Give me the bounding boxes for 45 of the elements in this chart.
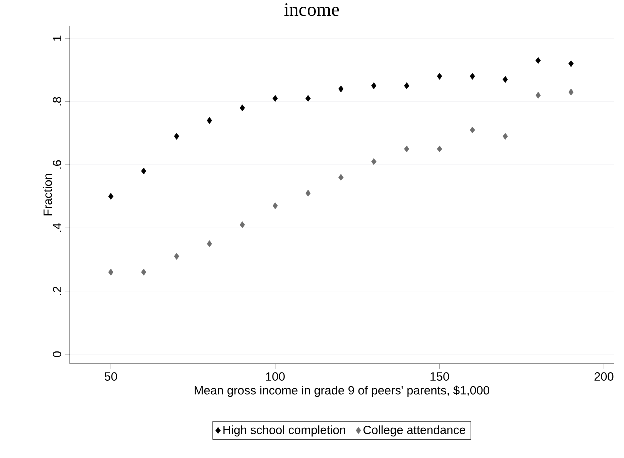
point	[272, 95, 278, 102]
point	[141, 268, 147, 276]
x-tick-label: 100	[266, 372, 285, 381]
point	[536, 92, 542, 99]
point	[306, 95, 311, 102]
y-tick-label: .8	[53, 97, 62, 106]
point	[338, 86, 344, 93]
point	[306, 190, 311, 197]
point	[338, 174, 344, 182]
y-tick-label: 0	[53, 352, 62, 358]
point	[568, 88, 574, 96]
point	[437, 146, 442, 153]
legend-label: College attendance	[364, 426, 466, 437]
point	[240, 104, 246, 112]
point	[568, 60, 574, 68]
x-tick-label: 150	[430, 372, 450, 381]
point	[108, 193, 114, 200]
point	[141, 168, 147, 175]
chart-title: income	[284, 4, 340, 16]
point	[437, 73, 442, 80]
point	[207, 240, 212, 248]
point	[371, 158, 377, 166]
legend-label: High school completion	[224, 426, 346, 437]
point	[470, 126, 476, 134]
point	[404, 146, 410, 153]
point	[108, 268, 114, 276]
point	[174, 133, 180, 140]
point	[371, 82, 377, 90]
x-axis-title: Mean gross income in grade 9 of peers' parents, $1,000	[194, 386, 490, 398]
y-axis-title: Fraction	[43, 174, 52, 216]
y-tick-label: .4	[53, 224, 62, 232]
x-tick-label: 200	[594, 372, 614, 381]
point	[272, 202, 278, 210]
point	[470, 73, 476, 80]
point	[536, 57, 542, 64]
point	[207, 117, 212, 124]
y-tick-label: .6	[53, 160, 62, 169]
x-tick-label: 50	[104, 372, 118, 381]
y-tick-label: .2	[53, 286, 62, 296]
point	[404, 82, 410, 90]
point	[502, 76, 508, 84]
point	[174, 253, 180, 260]
point	[240, 222, 246, 228]
y-tick-label: 1	[53, 36, 62, 42]
point	[502, 133, 508, 140]
